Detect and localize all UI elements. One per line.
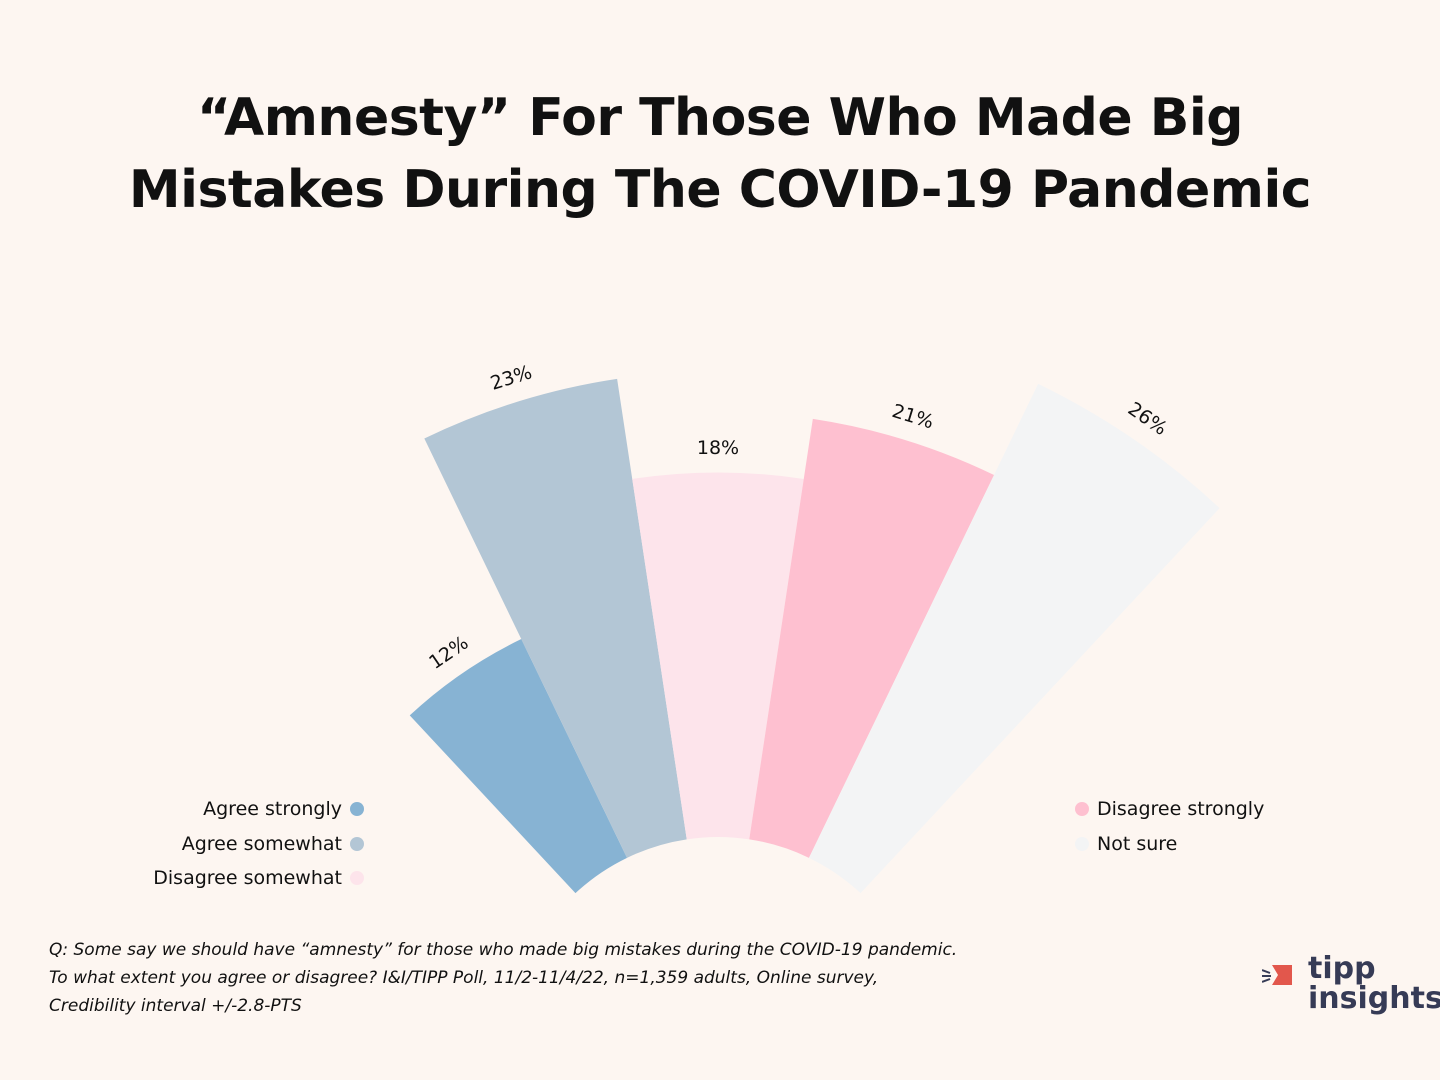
flag-icon — [1272, 965, 1292, 985]
legend-label: Agree somewhat — [181, 832, 342, 855]
legend-swatch — [350, 871, 364, 886]
data-label: 23% — [488, 361, 535, 395]
legend-label: Agree strongly — [203, 798, 342, 820]
question-footnote: Q: Some say we should have “amnesty” for… — [49, 936, 957, 1020]
bar-disagree-somewhat — [632, 472, 804, 840]
legend-item: Disagree somewhat — [153, 861, 364, 896]
bar-disagree-strongly — [749, 418, 995, 858]
bar-agree-strongly — [409, 639, 628, 894]
data-label: 18% — [697, 437, 739, 459]
bar-not-sure — [808, 383, 1220, 894]
tipp-insights-logo: tipp insights — [1262, 954, 1440, 1022]
signal-lines-icon — [1262, 969, 1271, 983]
legend-item: Agree somewhat — [153, 827, 364, 862]
chart-title: “Amnesty” For Those Who Made Big Mistake… — [0, 82, 1440, 226]
legend-label: Disagree strongly — [1097, 798, 1265, 820]
legend-label: Disagree somewhat — [153, 867, 342, 889]
legend-left: Agree strongly Agree somewhat Disagree s… — [153, 792, 364, 896]
legend-item: Not sure — [1075, 827, 1264, 862]
legend-right: Disagree strongly Not sure — [1075, 792, 1264, 861]
legend-swatch — [350, 802, 364, 817]
legend-label: Not sure — [1097, 832, 1178, 855]
logo-text-insights: insights — [1308, 981, 1440, 1016]
bar-agree-somewhat — [424, 378, 687, 858]
legend-swatch — [350, 836, 364, 851]
footnote-line-2: To what extent you agree or disagree? I&… — [49, 968, 879, 988]
data-label: 26% — [1124, 398, 1171, 440]
title-line-1: “Amnesty” For Those Who Made Big — [197, 88, 1243, 148]
title-line-2: Mistakes During The COVID-19 Pandemic — [128, 160, 1312, 220]
legend-swatch — [1075, 836, 1089, 851]
legend-item: Disagree strongly — [1075, 792, 1264, 827]
legend-swatch — [1075, 802, 1089, 817]
footnote-line-1: Q: Some say we should have “amnesty” for… — [49, 940, 958, 960]
data-label: 12% — [425, 632, 472, 674]
logo-text-tipp: tipp — [1308, 951, 1376, 986]
data-label: 21% — [889, 400, 936, 434]
footnote-line-3: Credibility interval +/-2.8-PTS — [49, 996, 302, 1016]
legend-item: Agree strongly — [153, 792, 364, 827]
